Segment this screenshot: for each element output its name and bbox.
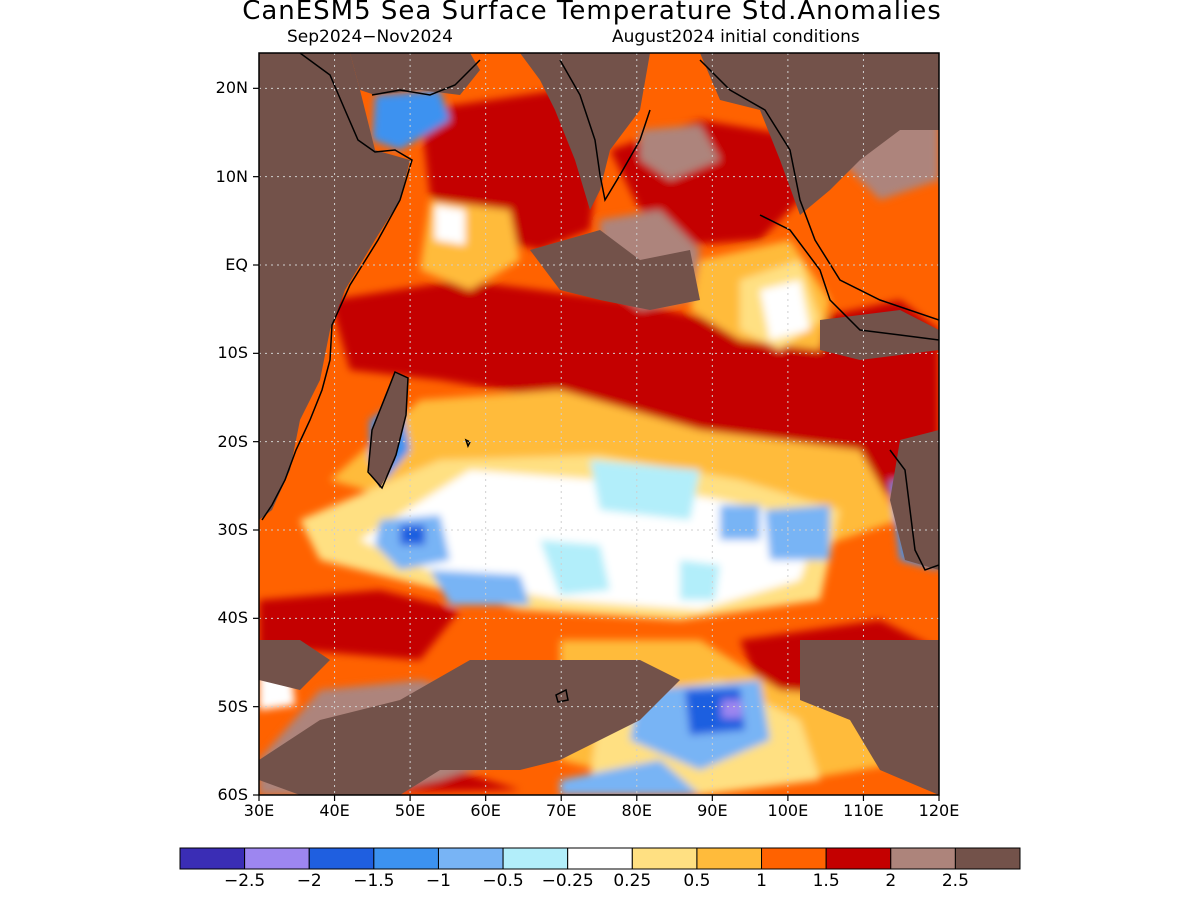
colorbar-segment — [890, 847, 956, 870]
colorbar-tick-label: 1 — [756, 871, 767, 891]
lat-tick-label: 20N — [215, 78, 248, 98]
lat-tick-label: 50S — [217, 696, 248, 716]
coastlines — [261, 53, 939, 703]
colorbar-tick-label: 2.5 — [941, 871, 969, 891]
lon-tick-label: 100E — [767, 801, 809, 820]
colorbar-tick-label: 0.25 — [613, 871, 652, 891]
colorbar-tick-label: −1 — [425, 871, 451, 891]
colorbar-segment — [825, 847, 892, 870]
plot-frame — [258, 52, 940, 796]
lat-tick-label: 10S — [217, 343, 248, 363]
arabia — [350, 53, 480, 95]
india — [520, 53, 650, 210]
anomaly-field — [259, 53, 939, 795]
colorbar-segment — [631, 847, 698, 870]
lon-tick-label: 70E — [545, 801, 577, 820]
australia — [890, 430, 939, 570]
land-areas — [259, 53, 939, 795]
lat-tick-label: 60S — [217, 785, 248, 804]
africa — [259, 53, 410, 520]
colorbar-tick-label: −2 — [296, 871, 322, 891]
colorbar-tick-label: 1.5 — [812, 871, 840, 891]
lat-tick-label: 30S — [217, 520, 248, 539]
lat-tick-label: 40S — [217, 608, 248, 628]
colorbar-segment — [308, 847, 375, 870]
map-title: CanESM5 Sea Surface Temperature Std.Anom… — [242, 0, 942, 26]
lon-tick-label: 120E — [918, 801, 960, 820]
colorbar-segment — [437, 847, 504, 870]
colorbar-segment — [954, 847, 1021, 870]
colorbar-tick-label: 0.5 — [683, 871, 711, 891]
lon-tick-label: 80E — [621, 801, 652, 820]
colorbar-segment — [696, 847, 763, 870]
colorbar-segment — [567, 847, 633, 870]
lon-tick-label: 30E — [243, 801, 275, 820]
colorbar-tick-label: 2 — [885, 871, 897, 891]
lon-tick-label: 40E — [319, 801, 350, 820]
lon-tick-label: 90E — [697, 801, 728, 820]
axis-ticks — [253, 87, 940, 801]
colorbar-segment — [373, 847, 439, 870]
colorbar-segment — [502, 847, 569, 870]
madagascar — [368, 372, 408, 488]
lon-tick-label: 60E — [470, 801, 501, 820]
colorbar — [179, 847, 1021, 870]
colorbar-tick-label: −1.5 — [353, 871, 395, 891]
colorbar-tick-label: −0.5 — [482, 871, 524, 891]
lon-tick-label: 110E — [843, 801, 884, 820]
colorbar-segment — [179, 847, 246, 870]
lat-tick-label: EQ — [225, 255, 248, 274]
lat-tick-label: 20S — [217, 431, 248, 451]
colorbar-segment — [244, 847, 310, 870]
colorbar-segment — [761, 847, 827, 870]
colorbar-tick-label: −0.25 — [541, 871, 594, 891]
lon-tick-label: 50E — [394, 801, 426, 820]
forecast-period: Sep2024−Nov2024 — [287, 27, 453, 47]
grid-lines — [259, 53, 939, 795]
initial-conditions-label: August2024 initial conditions — [612, 27, 860, 47]
colorbar-tick-label: −2.5 — [223, 871, 266, 891]
southeast-asia — [700, 53, 939, 215]
lat-tick-label: 10N — [215, 166, 248, 186]
